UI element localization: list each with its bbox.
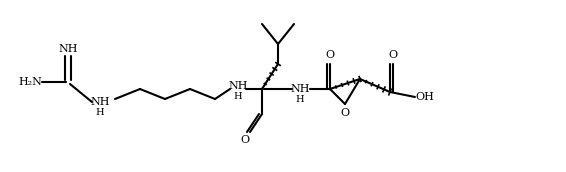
Text: O: O	[241, 135, 250, 145]
Text: NH: NH	[90, 97, 110, 107]
Text: O: O	[325, 50, 335, 60]
Text: H: H	[234, 92, 242, 100]
Text: NH: NH	[290, 84, 310, 94]
Text: H₂N: H₂N	[18, 77, 42, 87]
Text: H: H	[295, 94, 305, 104]
Text: OH: OH	[415, 92, 435, 102]
Text: H: H	[96, 108, 104, 116]
Text: O: O	[388, 50, 397, 60]
Text: NH: NH	[228, 81, 248, 91]
Text: NH: NH	[58, 44, 78, 54]
Text: O: O	[340, 108, 350, 118]
